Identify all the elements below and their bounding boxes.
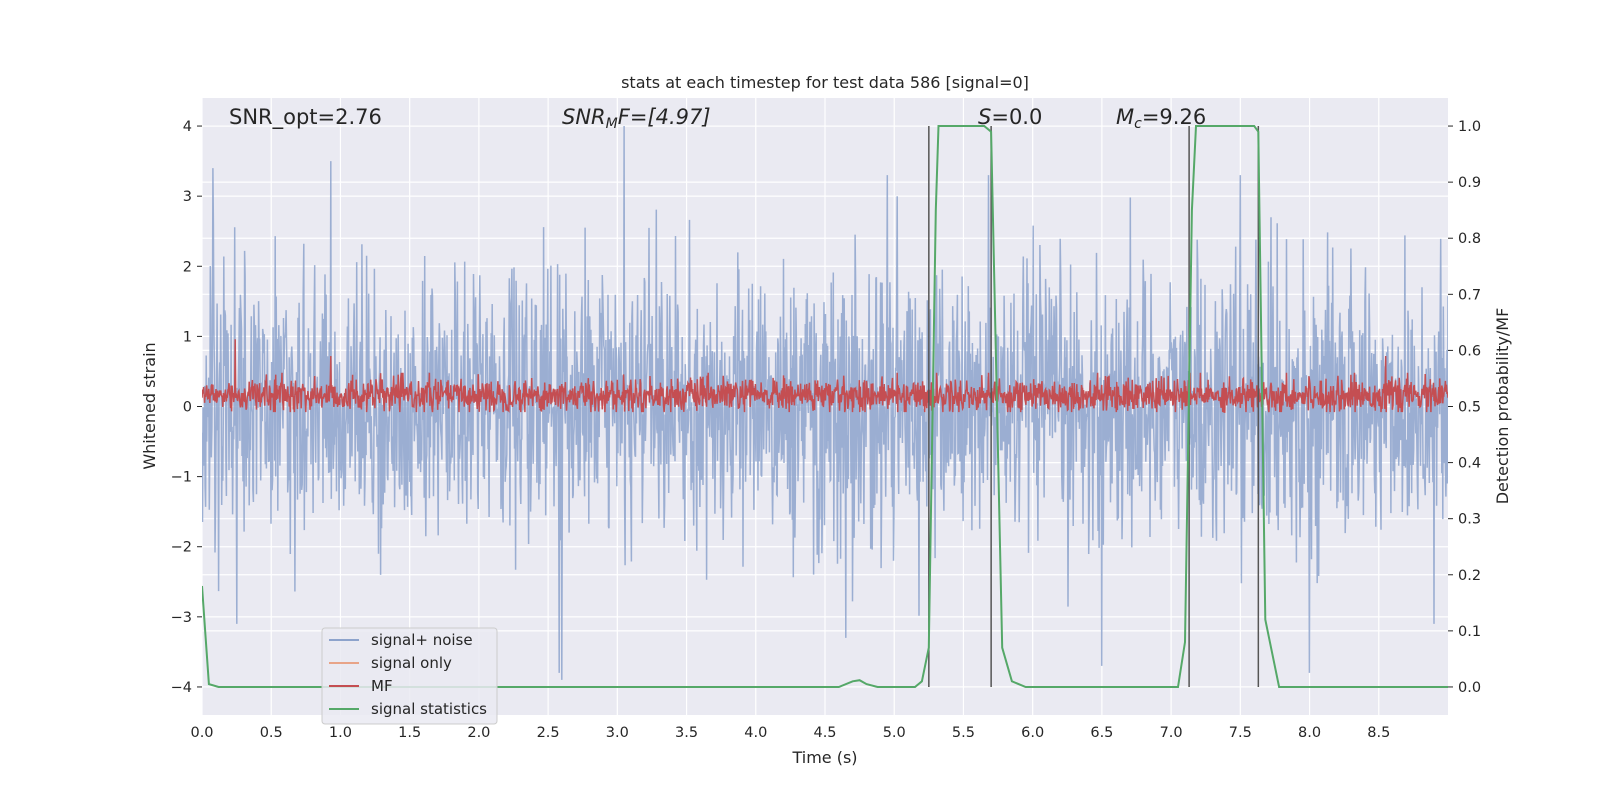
mc-base: M xyxy=(1116,105,1134,129)
x-tick-label: 6.5 xyxy=(1090,725,1113,741)
x-tick-label: 5.5 xyxy=(952,725,975,741)
y-tick-label: −2 xyxy=(171,540,192,556)
y2-tick-label: 1.0 xyxy=(1458,119,1481,135)
x-tick-label: 3.5 xyxy=(675,725,698,741)
x-tick-label: 8.0 xyxy=(1298,725,1321,741)
annotation-s: S=0.0 xyxy=(978,105,1042,129)
y-tick-label: 1 xyxy=(183,329,192,345)
x-tick-label: 8.5 xyxy=(1367,725,1390,741)
x-tick-label: 1.5 xyxy=(398,725,421,741)
y2-tick-label: 0.8 xyxy=(1458,231,1481,247)
series-signal-noise-line xyxy=(202,125,1448,680)
x-tick-label: 7.0 xyxy=(1160,725,1183,741)
y-tick-label: 2 xyxy=(183,259,192,275)
x-axis-label: Time (s) xyxy=(791,748,857,767)
x-tick-label: 7.5 xyxy=(1229,725,1252,741)
y2-tick-label: 0.0 xyxy=(1458,680,1481,696)
x-tick-label: 2.5 xyxy=(537,725,560,741)
y2-tick-label: 0.6 xyxy=(1458,343,1481,359)
y2-tick-label: 0.3 xyxy=(1458,512,1481,528)
annotation-snr-opt: SNR_opt=2.76 xyxy=(229,105,382,130)
y2-tick-label: 0.5 xyxy=(1458,400,1481,416)
legend-label-signal-statistics: signal statistics xyxy=(371,700,487,718)
annotations: SNR_opt=2.76 SNRMF=[4.97] S=0.0 Mc=9.26 xyxy=(229,105,1206,132)
y2-tick-label: 0.9 xyxy=(1458,175,1481,191)
legend: signal+ noise signal only MF signal stat… xyxy=(321,627,498,725)
annotation-snr-mf: SNRMF=[4.97] xyxy=(562,105,711,132)
y2-tick-label: 0.1 xyxy=(1458,624,1481,640)
x-axis-ticks: 0.0 0.5 1.0 1.5 2.0 2.5 3.0 3.5 4.0 4.5 5.0 5.5 6.0 6… xyxy=(190,725,1390,741)
snr-mf-sub: M xyxy=(606,116,618,132)
series-mf-line xyxy=(202,339,1448,413)
y-tick-label: −4 xyxy=(171,680,192,696)
y-tick-label: −3 xyxy=(171,610,192,626)
y-tick-label: 0 xyxy=(183,400,192,416)
annotation-mc: Mc=9.26 xyxy=(1116,105,1206,132)
snr-mf-base: SNR xyxy=(562,105,606,129)
x-tick-label: 1.0 xyxy=(329,725,352,741)
s-rest: =0.0 xyxy=(991,105,1042,129)
mc-sub: c xyxy=(1134,116,1142,132)
x-tick-label: 2.0 xyxy=(467,725,490,741)
y-axis-label: Whitened strain xyxy=(140,342,159,469)
y2-tick-label: 0.7 xyxy=(1458,287,1481,303)
x-tick-label: 0.0 xyxy=(190,725,213,741)
series-signal-statistics-line xyxy=(202,125,1448,688)
x-tick-label: 0.5 xyxy=(260,725,283,741)
mc-rest: =9.26 xyxy=(1142,105,1206,129)
legend-label-signal-noise: signal+ noise xyxy=(371,631,473,649)
y2-tick-label: 0.4 xyxy=(1458,456,1481,472)
y-axis-ticks: −4 −3 −2 −1 0 1 2 3 4 xyxy=(171,119,202,696)
x-tick-label: 4.0 xyxy=(744,725,767,741)
y2-tick-label: 0.2 xyxy=(1458,568,1481,584)
x-tick-label: 3.0 xyxy=(606,725,629,741)
legend-label-signal-only: signal only xyxy=(371,654,452,672)
data-layer xyxy=(202,125,1448,688)
y2-axis-ticks: 0.0 0.1 0.2 0.3 0.4 0.5 0.6 0.7 0.8 0.9 1.0 xyxy=(1448,119,1481,696)
s-base: S xyxy=(978,105,991,129)
y-tick-label: 3 xyxy=(183,189,192,205)
snr-mf-rest-italic: F=[4.97] xyxy=(618,105,711,129)
y-tick-label: −1 xyxy=(171,470,192,486)
legend-label-mf: MF xyxy=(371,677,393,695)
y2-axis-label: Detection probability/MF xyxy=(1493,308,1512,505)
x-tick-label: 5.0 xyxy=(883,725,906,741)
y-tick-label: 4 xyxy=(183,119,192,135)
x-tick-label: 4.5 xyxy=(813,725,836,741)
chart-title: stats at each timestep for test data 586… xyxy=(621,73,1029,92)
x-tick-label: 6.0 xyxy=(1021,725,1044,741)
legend-box xyxy=(321,627,498,725)
